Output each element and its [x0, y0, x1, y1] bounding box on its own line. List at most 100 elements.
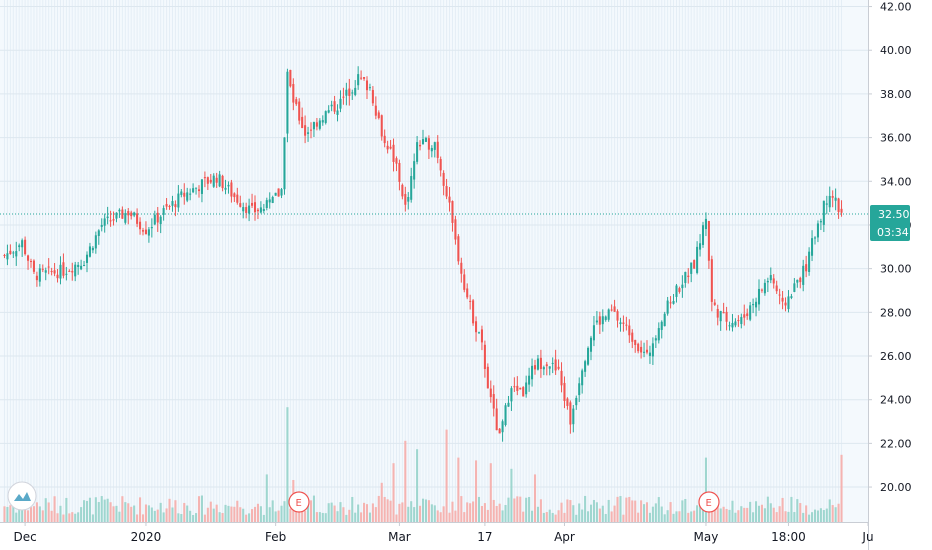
volume-bar	[466, 502, 469, 522]
candle	[212, 173, 215, 188]
volume-bar	[197, 496, 201, 522]
candle	[94, 231, 97, 254]
candle	[307, 126, 310, 142]
earnings-marker[interactable]: E	[288, 491, 310, 513]
volume-bar	[637, 512, 640, 522]
time-tick-label: Feb	[265, 530, 286, 544]
volume-bar	[218, 512, 221, 522]
candle	[80, 259, 83, 271]
candle	[324, 110, 327, 125]
candle	[445, 178, 448, 200]
volume-bar	[510, 468, 513, 522]
volume-bar	[519, 496, 522, 522]
candle	[357, 66, 360, 90]
candle	[147, 227, 150, 243]
volume-bar	[539, 499, 542, 522]
candle	[746, 308, 749, 320]
volume-bar	[168, 498, 171, 522]
candle	[124, 209, 127, 225]
candle	[610, 304, 613, 312]
volume-bar	[657, 497, 660, 522]
candle	[793, 278, 796, 293]
candle	[828, 186, 831, 212]
candle	[27, 254, 30, 270]
candle	[799, 276, 802, 289]
candle	[657, 322, 660, 344]
volume-bar	[766, 496, 769, 522]
earnings-marker[interactable]: E	[698, 491, 720, 513]
candle	[831, 190, 834, 208]
volume-bar	[813, 509, 817, 522]
volume-bar	[177, 513, 180, 522]
candle	[189, 188, 192, 201]
candle	[71, 262, 74, 281]
volume-bar	[307, 503, 310, 522]
candle	[197, 185, 201, 198]
candle	[168, 204, 171, 210]
candle	[766, 277, 769, 293]
tradingview-logo-icon[interactable]	[7, 481, 37, 511]
volume-bar	[236, 500, 239, 522]
candle	[392, 138, 395, 172]
volume-bar	[640, 500, 643, 522]
volume-bar	[401, 502, 404, 522]
candle	[251, 193, 254, 209]
price-axis[interactable]: 20.0022.0024.0026.0028.0030.0032.0034.00…	[868, 0, 932, 550]
candle	[109, 210, 112, 227]
volume-bar	[572, 505, 575, 522]
candle	[280, 187, 283, 199]
price-tick-label: 36.00	[880, 132, 912, 145]
candle	[121, 206, 124, 219]
candle	[6, 244, 9, 266]
candle	[62, 253, 65, 279]
candle	[136, 208, 139, 228]
volume-bar	[595, 502, 598, 522]
volume-bar	[743, 507, 746, 522]
candle	[398, 159, 401, 191]
volume-bar	[811, 512, 814, 522]
volume-bar	[339, 502, 342, 522]
volume-bar	[115, 505, 118, 522]
time-axis[interactable]: Dec 2020 Feb Mar 17 Apr May 18:00 Ju	[0, 522, 874, 550]
volume-bar	[666, 510, 669, 522]
volume-bar	[445, 429, 448, 522]
candle	[813, 236, 817, 245]
volume-bar	[298, 510, 301, 522]
candle	[811, 230, 814, 262]
candle	[737, 315, 740, 327]
volume-bar	[259, 506, 262, 522]
candle	[802, 259, 805, 292]
volume-bar	[94, 497, 97, 522]
candle	[701, 221, 705, 248]
volume-bar	[775, 512, 778, 522]
candle	[472, 299, 475, 326]
candle	[628, 319, 631, 343]
volume-bar	[183, 502, 186, 522]
volume-bar	[371, 503, 374, 522]
volume-bar	[83, 500, 86, 522]
volume-bar	[675, 511, 678, 522]
volume-bar	[778, 506, 781, 522]
candle	[796, 279, 799, 288]
volume-bar	[424, 499, 427, 522]
volume-bar	[44, 498, 47, 522]
candles	[3, 66, 843, 442]
volume-bar	[139, 497, 142, 522]
volume-bar	[56, 513, 59, 522]
volume-bar	[200, 495, 203, 522]
volume-bar	[507, 497, 510, 522]
candle	[734, 318, 737, 328]
volume-bar	[404, 440, 407, 522]
volume-bar	[628, 496, 631, 522]
candle	[569, 400, 572, 434]
candle	[271, 195, 274, 204]
candle	[330, 100, 333, 112]
candle	[32, 259, 35, 275]
candle	[183, 183, 186, 205]
candle	[380, 114, 383, 141]
candle	[837, 197, 840, 219]
volume-bar	[127, 503, 130, 522]
volume-bar	[71, 512, 74, 522]
